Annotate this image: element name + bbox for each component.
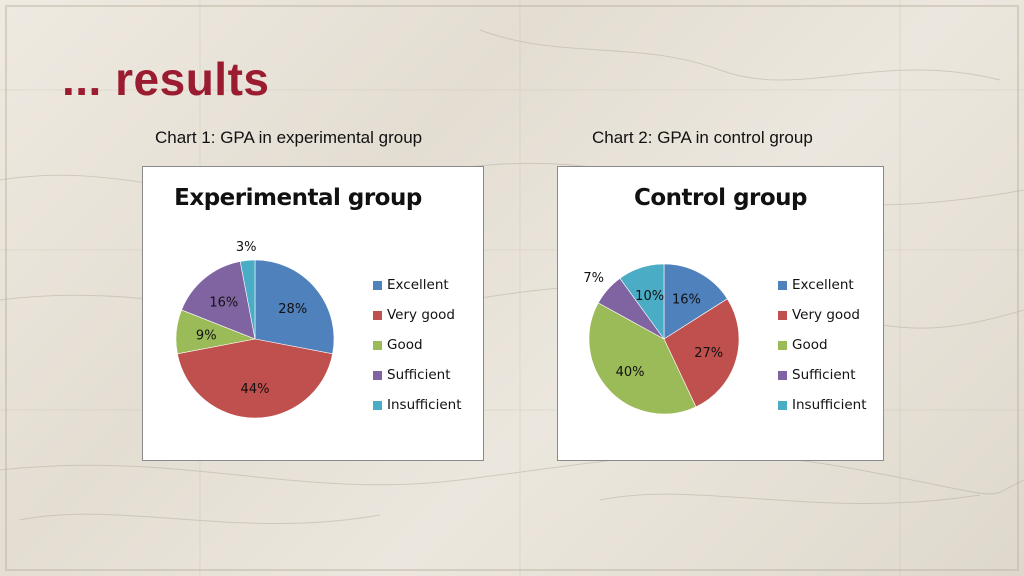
legend-item: Excellent — [373, 270, 462, 300]
legend-label: Very good — [792, 307, 860, 323]
pie-chart: 16% 27% 40% 7% 10% — [583, 263, 740, 415]
legend-label: Insufficient — [792, 397, 867, 413]
slide-title: ... results — [62, 53, 270, 105]
data-label: 27% — [694, 346, 723, 361]
control-group-chart: Control group 16% 27% 40% 7% 10% Excellent Ve… — [557, 166, 884, 461]
pie-slice-insufficient — [239, 259, 256, 340]
legend-swatch — [373, 370, 382, 380]
legend-item: Very good — [373, 300, 462, 330]
data-label: 16% — [672, 292, 701, 307]
chart-title: Experimental group — [174, 185, 422, 211]
legend-label: Sufficient — [387, 367, 451, 383]
legend-swatch — [778, 310, 787, 320]
legend-item: Sufficient — [778, 360, 867, 390]
legend-label: Excellent — [387, 277, 449, 293]
legend-item: Very good — [778, 300, 867, 330]
chart-legend: Excellent Very good Good Sufficient Insuffic… — [778, 270, 867, 420]
legend-swatch — [778, 370, 787, 380]
pie-chart: 28% 44% 9% 16% 3% — [175, 240, 335, 419]
legend-item: Sufficient — [373, 360, 462, 390]
experimental-group-chart: Experimental group 28% 44% 9% 16% 3% Excelle… — [142, 166, 484, 461]
legend-label: Insufficient — [387, 397, 462, 413]
legend-item: Insufficient — [778, 390, 867, 420]
legend-swatch — [373, 340, 382, 350]
chart2-caption: Chart 2: GPA in control group — [592, 128, 813, 147]
data-label: 16% — [209, 295, 238, 310]
data-label: 10% — [635, 289, 664, 304]
legend-item: Good — [373, 330, 462, 360]
legend-swatch — [778, 400, 787, 410]
legend-swatch — [373, 310, 382, 320]
pie-slice-insufficient — [619, 263, 665, 340]
pie-slice-very-good — [177, 338, 333, 419]
data-label: 44% — [241, 382, 270, 397]
data-label: 3% — [236, 240, 257, 255]
data-label: 7% — [583, 271, 604, 286]
chart1-caption: Chart 1: GPA in experimental group — [155, 128, 423, 147]
legend-swatch — [778, 280, 787, 290]
data-label: 28% — [278, 302, 307, 317]
legend-item: Insufficient — [373, 390, 462, 420]
legend-label: Excellent — [792, 277, 854, 293]
legend-item: Excellent — [778, 270, 867, 300]
legend-label: Good — [792, 337, 828, 353]
data-label: 9% — [196, 328, 217, 343]
legend-swatch — [373, 280, 382, 290]
pie-slice-excellent — [663, 263, 728, 340]
legend-label: Sufficient — [792, 367, 856, 383]
chart-title: Control group — [633, 185, 808, 211]
pie-slice-good — [588, 302, 697, 415]
legend-swatch — [778, 340, 787, 350]
chart-legend: Excellent Very good Good Sufficient Insuffic… — [373, 270, 462, 420]
legend-label: Very good — [387, 307, 455, 323]
pie-slice-excellent — [254, 259, 335, 355]
legend-item: Good — [778, 330, 867, 360]
data-label: 40% — [616, 365, 645, 380]
pie-slice-sufficient — [181, 261, 256, 340]
legend-label: Good — [387, 337, 423, 353]
pie-slice-very-good — [663, 298, 740, 408]
legend-swatch — [373, 400, 382, 410]
